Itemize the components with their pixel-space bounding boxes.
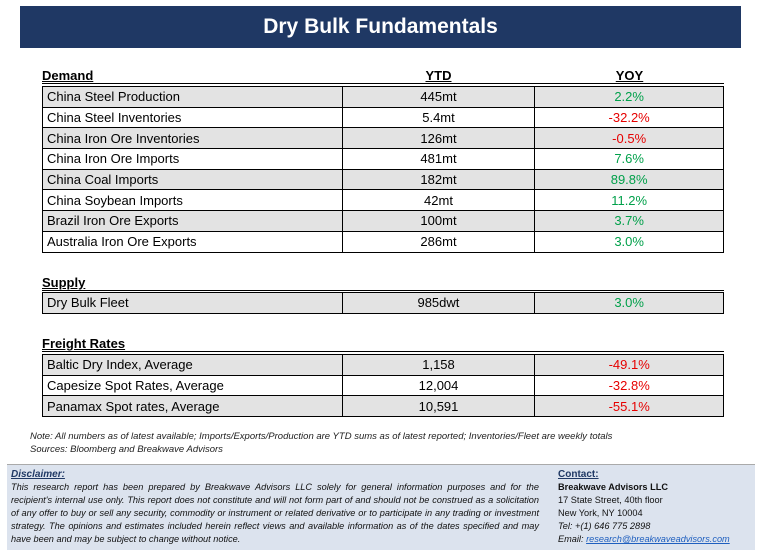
row-ytd-value: 182mt bbox=[341, 168, 536, 191]
row-yoy-value: 7.6% bbox=[534, 148, 724, 170]
yoy-column-header: YOY bbox=[615, 68, 644, 83]
row-yoy-value: -55.1% bbox=[534, 395, 724, 418]
row-yoy-value: 2.2% bbox=[534, 86, 724, 108]
supply-table: Dry Bulk Fleet 985dwt 3.0% bbox=[42, 292, 724, 314]
row-ytd-value: 100mt bbox=[341, 210, 536, 232]
row-label: Panamax Spot rates, Average bbox=[42, 395, 343, 418]
row-label: China Iron Ore Inventories bbox=[42, 127, 343, 150]
row-ytd-value: 42mt bbox=[341, 189, 536, 212]
table-row: China Steel Inventories 5.4mt -32.2% bbox=[42, 106, 724, 129]
page-title: Dry Bulk Fundamentals bbox=[20, 6, 741, 48]
row-label: Capesize Spot Rates, Average bbox=[42, 374, 343, 397]
table-row: Capesize Spot Rates, Average 12,004 -32.8% bbox=[42, 374, 724, 397]
contact-city: New York, NY 10004 bbox=[558, 508, 643, 518]
table-row: China Iron Ore Imports 481mt 7.6% bbox=[42, 148, 724, 170]
row-label: China Soybean Imports bbox=[42, 189, 343, 212]
sources-text: Sources: Bloomberg and Breakwave Advisor… bbox=[30, 444, 223, 455]
row-label: Dry Bulk Fleet bbox=[42, 292, 343, 314]
demand-label: Demand bbox=[42, 68, 94, 83]
freight-table: Baltic Dry Index, Average 1,158 -49.1% Cape… bbox=[42, 354, 724, 418]
table-row: Panamax Spot rates, Average 10,591 -55.1% bbox=[42, 395, 724, 418]
contact-tel: Tel: +(1) 646 775 2898 bbox=[558, 521, 651, 531]
row-ytd-value: 445mt bbox=[341, 86, 536, 108]
table-row: China Soybean Imports 42mt 11.2% bbox=[42, 189, 724, 212]
row-yoy-value: 3.0% bbox=[534, 230, 724, 253]
row-yoy-value: -32.8% bbox=[534, 374, 724, 397]
table-row: Dry Bulk Fleet 985dwt 3.0% bbox=[42, 292, 724, 314]
ytd-column-header: YTD bbox=[425, 68, 452, 83]
table-row: Baltic Dry Index, Average 1,158 -49.1% bbox=[42, 354, 724, 376]
disclaimer-heading: Disclaimer: bbox=[11, 469, 65, 480]
table-row: Australia Iron Ore Exports 286mt 3.0% bbox=[42, 230, 724, 253]
demand-table: China Steel Production 445mt 2.2% China Ste… bbox=[42, 86, 724, 253]
contact-firm: Breakwave Advisors LLC bbox=[558, 482, 668, 492]
freight-header: Freight Rates bbox=[42, 336, 724, 352]
supply-header: Supply bbox=[42, 275, 724, 291]
table-row: China Iron Ore Inventories 126mt -0.5% bbox=[42, 127, 724, 150]
row-ytd-value: 985dwt bbox=[341, 292, 536, 314]
contact-street: 17 State Street, 40th floor bbox=[558, 495, 663, 505]
row-ytd-value: 286mt bbox=[341, 230, 536, 253]
table-row: China Steel Production 445mt 2.2% bbox=[42, 86, 724, 108]
row-yoy-value: 3.7% bbox=[534, 210, 724, 232]
contact-block: Breakwave Advisors LLC 17 State Street, … bbox=[558, 481, 730, 546]
row-label: China Steel Production bbox=[42, 86, 343, 108]
row-label: China Coal Imports bbox=[42, 168, 343, 191]
row-ytd-value: 1,158 bbox=[341, 354, 536, 376]
demand-header: Demand YTD YOY bbox=[42, 68, 724, 84]
row-ytd-value: 12,004 bbox=[341, 374, 536, 397]
freight-label: Freight Rates bbox=[42, 336, 126, 351]
row-ytd-value: 10,591 bbox=[341, 395, 536, 418]
table-row: China Coal Imports 182mt 89.8% bbox=[42, 168, 724, 191]
row-yoy-value: 89.8% bbox=[534, 168, 724, 191]
row-ytd-value: 481mt bbox=[341, 148, 536, 170]
row-ytd-value: 126mt bbox=[341, 127, 536, 150]
contact-email-link[interactable]: research@breakwaveadvisors.com bbox=[586, 534, 730, 544]
row-label: Australia Iron Ore Exports bbox=[42, 230, 343, 253]
footer: Disclaimer: This research report has bee… bbox=[7, 464, 755, 550]
row-yoy-value: 3.0% bbox=[534, 292, 724, 314]
row-label: Baltic Dry Index, Average bbox=[42, 354, 343, 376]
table-row: Brazil Iron Ore Exports 100mt 3.7% bbox=[42, 210, 724, 232]
row-yoy-value: -32.2% bbox=[534, 106, 724, 129]
supply-label: Supply bbox=[42, 275, 86, 290]
contact-email-label: Email: bbox=[558, 534, 587, 544]
row-label: Brazil Iron Ore Exports bbox=[42, 210, 343, 232]
row-yoy-value: -49.1% bbox=[534, 354, 724, 376]
row-label: China Iron Ore Imports bbox=[42, 148, 343, 170]
disclaimer-body: This research report has been prepared b… bbox=[11, 482, 539, 544]
row-yoy-value: 11.2% bbox=[534, 189, 724, 212]
note-text: Note: All numbers as of latest available… bbox=[30, 431, 613, 442]
row-yoy-value: -0.5% bbox=[534, 127, 724, 150]
row-label: China Steel Inventories bbox=[42, 106, 343, 129]
row-ytd-value: 5.4mt bbox=[341, 106, 536, 129]
contact-heading: Contact: bbox=[558, 469, 599, 480]
contact-email-line: Email: research@breakwaveadvisors.com bbox=[558, 533, 730, 546]
